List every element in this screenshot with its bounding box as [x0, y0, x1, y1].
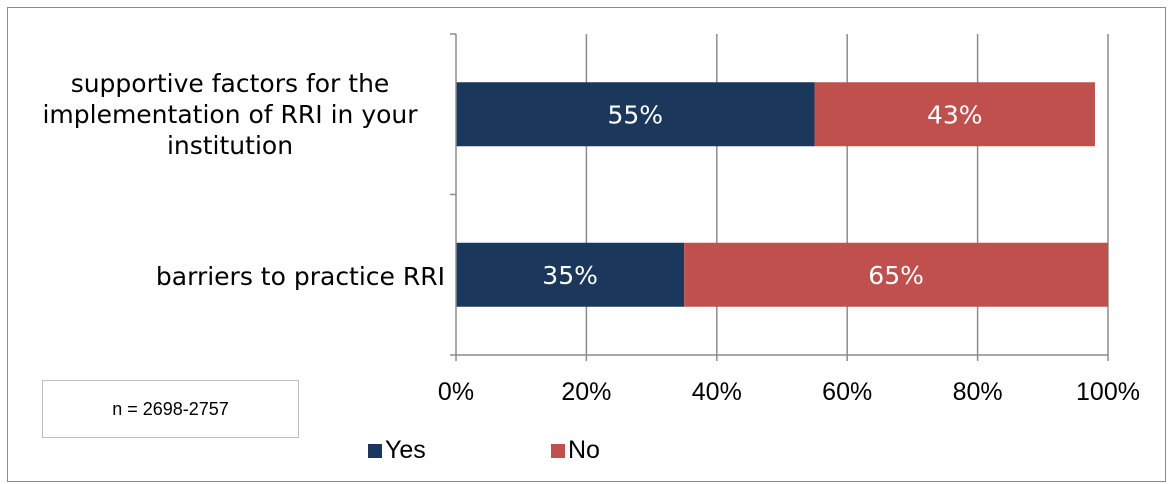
legend-swatch-no: [551, 443, 565, 458]
bar-yes-1: [456, 242, 685, 307]
x-tick-label: 0%: [438, 378, 474, 406]
x-tick-label: 80%: [953, 378, 1003, 406]
sample-size-note: n = 2698-2757: [42, 380, 299, 438]
x-tick-label: 100%: [1076, 378, 1140, 406]
bar-no-0: [814, 82, 1095, 147]
legend-label-no: No: [568, 436, 600, 464]
bars: 55% 43% 35% 65%: [456, 82, 1108, 307]
legend-swatch-yes: [368, 443, 382, 458]
data-label-no-0: 43%: [927, 100, 983, 129]
category-label-supportive-factors: supportive factors for the implementatio…: [42, 69, 418, 160]
legend: Yes No: [0, 436, 1170, 468]
legend-item-yes: Yes: [368, 436, 426, 465]
legend-label-yes: Yes: [385, 436, 426, 464]
gridlines: [585, 34, 1109, 355]
bar-no-1: [684, 242, 1108, 307]
legend-item-no: No: [551, 436, 600, 465]
data-label-yes-0: 55%: [608, 100, 664, 129]
data-label-no-1: 65%: [868, 261, 924, 290]
x-tick-label: 40%: [692, 378, 742, 406]
category-label-barriers: barriers to practice RRI: [155, 262, 445, 291]
chart-frame: [7, 7, 1166, 482]
x-tick-label: 20%: [561, 378, 611, 406]
data-label-yes-1: 35%: [542, 261, 598, 290]
x-tick-label: 60%: [822, 378, 872, 406]
axes: 0% 20% 40% 60% 80% 100%: [438, 33, 1140, 406]
bar-yes-0: [456, 82, 815, 147]
